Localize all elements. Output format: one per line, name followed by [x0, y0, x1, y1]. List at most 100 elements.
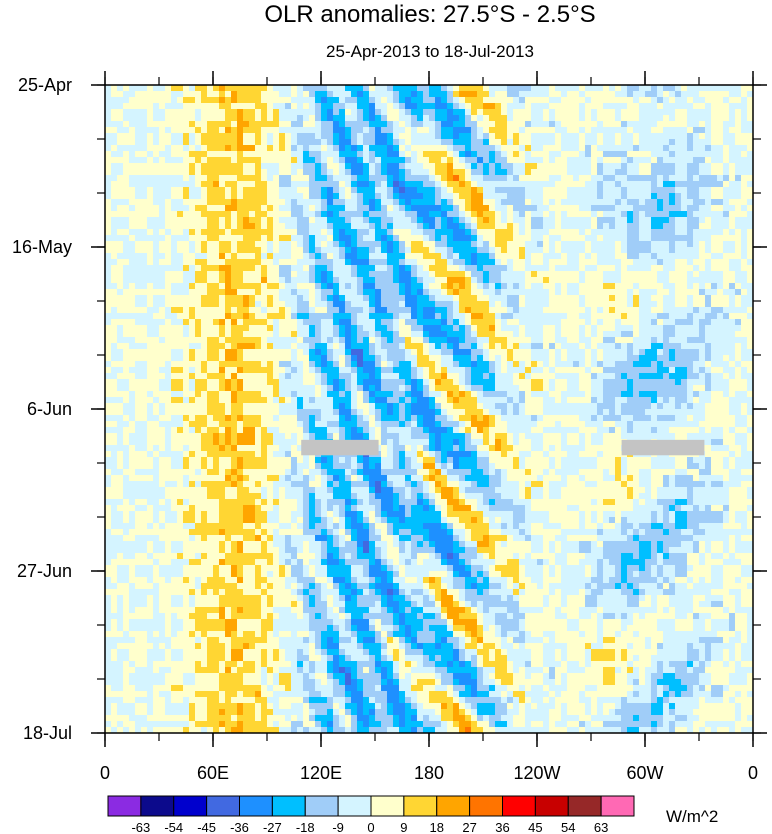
field-cell	[501, 211, 508, 218]
field-cell	[393, 115, 400, 122]
field-cell	[669, 295, 676, 302]
field-cell	[297, 91, 304, 98]
field-cell	[141, 265, 148, 272]
field-cell	[459, 265, 466, 272]
field-cell	[747, 157, 753, 164]
field-cell	[507, 169, 514, 176]
field-cell	[303, 163, 310, 170]
field-cell	[351, 241, 358, 248]
field-cell	[231, 139, 238, 146]
field-cell	[705, 211, 712, 218]
field-cell	[495, 163, 502, 170]
field-cell	[453, 205, 460, 212]
field-cell	[465, 181, 472, 188]
field-cell	[165, 235, 172, 242]
field-cell	[285, 109, 292, 116]
field-cell	[165, 265, 172, 272]
field-cell	[429, 289, 436, 296]
field-cell	[225, 151, 232, 158]
field-cell	[261, 163, 268, 170]
field-cell	[129, 361, 136, 368]
field-cell	[591, 133, 598, 140]
field-cell	[429, 109, 436, 116]
field-cell	[495, 199, 502, 206]
field-cell	[705, 307, 712, 314]
field-cell	[735, 181, 742, 188]
field-cell	[567, 271, 574, 278]
field-cell	[159, 307, 166, 314]
field-cell	[687, 175, 694, 182]
field-cell	[729, 103, 736, 110]
field-cell	[213, 121, 220, 128]
field-cell	[513, 307, 520, 314]
field-cell	[231, 241, 238, 248]
field-cell	[189, 349, 196, 356]
field-cell	[645, 223, 652, 230]
field-cell	[717, 349, 724, 356]
field-cell	[723, 139, 730, 146]
field-cell	[525, 193, 532, 200]
field-cell	[591, 193, 598, 200]
field-cell	[327, 331, 334, 338]
field-cell	[507, 193, 514, 200]
field-cell	[327, 85, 334, 92]
field-cell	[225, 193, 232, 200]
field-cell	[723, 91, 730, 98]
field-cell	[261, 295, 268, 302]
field-cell	[393, 181, 400, 188]
field-cell	[195, 283, 202, 290]
field-cell	[537, 223, 544, 230]
field-cell	[105, 307, 112, 314]
field-cell	[573, 247, 580, 254]
field-cell	[225, 175, 232, 182]
field-cell	[459, 187, 466, 194]
field-cell	[441, 271, 448, 278]
field-cell	[681, 97, 688, 104]
field-cell	[543, 241, 550, 248]
field-cell	[477, 97, 484, 104]
field-cell	[207, 289, 214, 296]
field-cell	[201, 337, 208, 344]
field-cell	[315, 133, 322, 140]
field-cell	[339, 133, 346, 140]
field-cell	[339, 283, 346, 290]
field-cell	[219, 331, 226, 338]
field-cell	[237, 247, 244, 254]
field-cell	[435, 151, 442, 158]
field-cell	[693, 157, 700, 164]
field-cell	[297, 283, 304, 290]
field-cell	[297, 337, 304, 344]
field-cell	[339, 235, 346, 242]
field-cell	[393, 271, 400, 278]
field-cell	[645, 259, 652, 266]
field-cell	[321, 157, 328, 164]
field-cell	[669, 211, 676, 218]
field-cell	[303, 145, 310, 152]
field-cell	[669, 241, 676, 248]
field-cell	[171, 109, 178, 116]
field-cell	[723, 145, 730, 152]
field-cell	[675, 217, 682, 224]
field-cell	[615, 109, 622, 116]
field-cell	[213, 265, 220, 272]
field-cell	[417, 217, 424, 224]
field-cell	[285, 265, 292, 272]
field-cell	[483, 121, 490, 128]
field-cell	[741, 115, 748, 122]
field-cell	[405, 193, 412, 200]
field-cell	[615, 319, 622, 326]
field-cell	[573, 163, 580, 170]
field-cell	[147, 223, 154, 230]
field-cell	[543, 313, 550, 320]
field-cell	[369, 187, 376, 194]
field-cell	[417, 223, 424, 230]
field-cell	[255, 241, 262, 248]
field-cell	[513, 337, 520, 344]
field-cell	[243, 109, 250, 116]
field-cell	[549, 157, 556, 164]
field-cell	[165, 121, 172, 128]
field-cell	[585, 319, 592, 326]
field-cell	[669, 271, 676, 278]
field-cell	[591, 325, 598, 332]
field-cell	[141, 163, 148, 170]
